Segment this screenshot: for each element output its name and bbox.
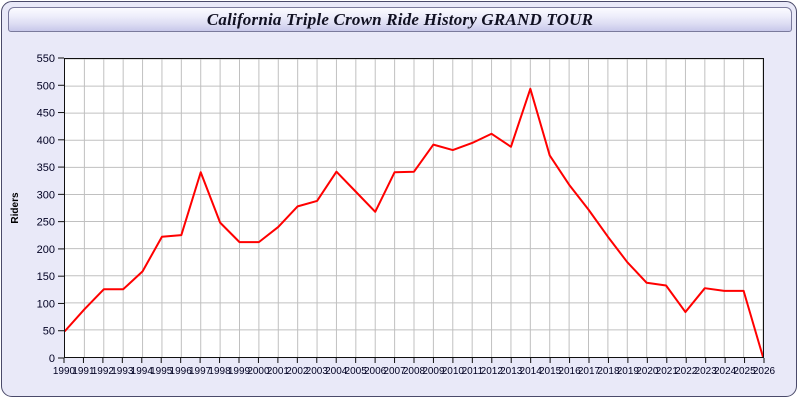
svg-text:250: 250: [37, 217, 55, 229]
svg-text:1999: 1999: [228, 366, 251, 377]
svg-text:200: 200: [37, 244, 55, 256]
svg-text:2017: 2017: [578, 366, 601, 377]
svg-text:1991: 1991: [72, 366, 95, 377]
svg-text:1994: 1994: [131, 366, 154, 377]
svg-text:2015: 2015: [539, 366, 562, 377]
svg-text:50: 50: [43, 326, 55, 338]
svg-text:2001: 2001: [267, 366, 290, 377]
svg-text:1998: 1998: [208, 366, 231, 377]
chart-title: California Triple Crown Ride History GRA…: [206, 10, 594, 29]
svg-text:1997: 1997: [189, 366, 212, 377]
svg-text:2005: 2005: [345, 366, 368, 377]
svg-text:150: 150: [37, 271, 55, 283]
svg-text:2009: 2009: [422, 366, 445, 377]
svg-text:2019: 2019: [617, 366, 640, 377]
svg-text:1992: 1992: [92, 366, 115, 377]
svg-text:2023: 2023: [695, 366, 718, 377]
series-riders: [65, 59, 763, 357]
svg-text:100: 100: [37, 298, 55, 310]
plot-area: [64, 58, 764, 358]
svg-text:450: 450: [37, 108, 55, 120]
svg-text:2003: 2003: [306, 366, 329, 377]
svg-text:2018: 2018: [597, 366, 620, 377]
svg-text:1990: 1990: [53, 366, 76, 377]
svg-text:300: 300: [37, 189, 55, 201]
svg-text:1993: 1993: [111, 366, 134, 377]
svg-text:2016: 2016: [558, 366, 581, 377]
axes: 0501001502002503003504004505005501990199…: [10, 53, 776, 377]
svg-text:2026: 2026: [753, 366, 776, 377]
grid-lines: [65, 59, 763, 357]
svg-text:2022: 2022: [675, 366, 698, 377]
svg-text:2002: 2002: [286, 366, 309, 377]
svg-text:550: 550: [37, 53, 55, 65]
svg-text:2007: 2007: [383, 366, 406, 377]
svg-text:2011: 2011: [462, 366, 484, 377]
svg-text:2013: 2013: [500, 366, 523, 377]
svg-text:0: 0: [49, 353, 55, 365]
title-bar: California Triple Crown Ride History GRA…: [8, 7, 792, 32]
svg-text:2025: 2025: [733, 366, 756, 377]
chart-stage: 0 50 100 150 200 250 300 350 400 450 500 550 1990 199…: [2, 36, 798, 398]
svg-text:2021: 2021: [656, 366, 679, 377]
svg-text:2004: 2004: [325, 366, 348, 377]
svg-text:2008: 2008: [403, 366, 426, 377]
svg-text:1996: 1996: [170, 366, 193, 377]
svg-text:350: 350: [37, 162, 55, 174]
svg-text:500: 500: [37, 80, 55, 92]
svg-text:2006: 2006: [364, 366, 387, 377]
svg-text:2000: 2000: [247, 366, 270, 377]
svg-text:Riders: Riders: [10, 192, 21, 224]
svg-text:2024: 2024: [714, 366, 737, 377]
svg-text:2010: 2010: [442, 366, 465, 377]
svg-text:2014: 2014: [520, 366, 543, 377]
svg-text:2012: 2012: [481, 366, 504, 377]
svg-text:400: 400: [37, 135, 55, 147]
svg-text:2020: 2020: [636, 366, 659, 377]
svg-text:1995: 1995: [150, 366, 173, 377]
